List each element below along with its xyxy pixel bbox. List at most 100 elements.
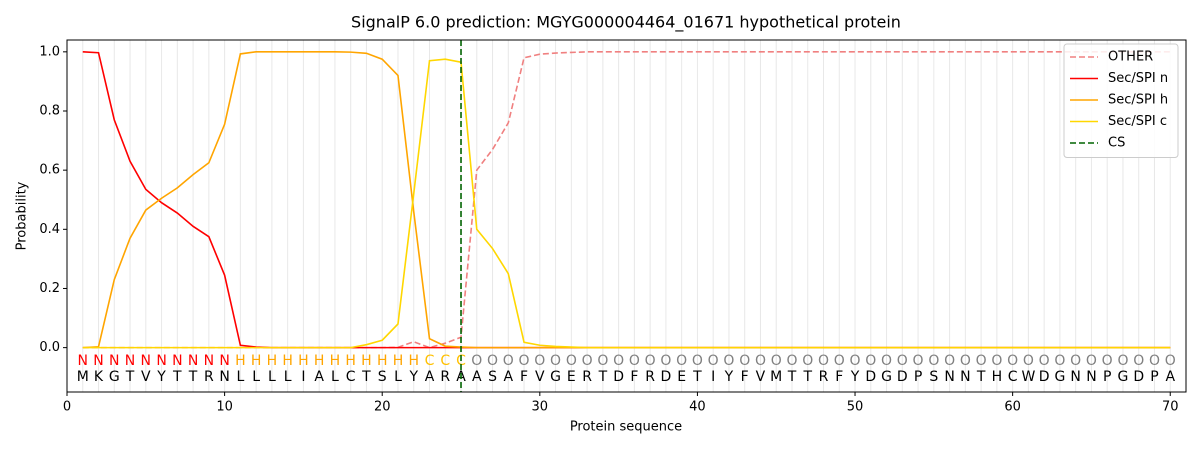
region-label: O — [676, 353, 687, 369]
region-label: O — [1165, 353, 1176, 369]
residue: S — [929, 369, 938, 385]
residue: R — [582, 369, 592, 385]
region-label: O — [1039, 353, 1050, 369]
residue: P — [1150, 369, 1158, 385]
region-label: H — [314, 353, 325, 369]
series-line — [82, 58, 1171, 349]
region-label: C — [425, 353, 435, 369]
x-tick-label: 70 — [1162, 400, 1179, 415]
residue: A — [472, 369, 482, 385]
residue: N — [944, 369, 954, 385]
x-tick-label: 40 — [689, 400, 706, 415]
region-label: O — [818, 353, 829, 369]
region-label: O — [550, 353, 561, 369]
residue: P — [1103, 369, 1111, 385]
residue: N — [1070, 369, 1080, 385]
residue: R — [440, 369, 450, 385]
residue: N — [219, 369, 229, 385]
region-label: O — [1054, 353, 1065, 369]
residue: T — [976, 369, 986, 385]
residue: A — [1165, 369, 1175, 385]
region-label: O — [928, 353, 939, 369]
region-label: H — [282, 353, 293, 369]
region-label: H — [361, 353, 372, 369]
residue: M — [770, 369, 782, 385]
residue: W — [1021, 369, 1035, 385]
residue: V — [141, 369, 151, 385]
legend-label: CS — [1108, 136, 1125, 151]
y-tick-label: 0.0 — [39, 340, 60, 355]
legend-label: Sec/SPI n — [1108, 71, 1168, 86]
residue: S — [378, 369, 387, 385]
region-label: H — [393, 353, 404, 369]
series-line — [82, 51, 1171, 349]
residue: Y — [408, 369, 418, 385]
y-tick-label: 0.2 — [39, 281, 60, 296]
region-label: O — [1023, 353, 1034, 369]
residue: N — [960, 369, 970, 385]
x-tick-label: 60 — [1004, 400, 1021, 415]
residue: I — [711, 369, 715, 385]
residue: T — [188, 369, 198, 385]
region-label: N — [78, 353, 88, 369]
region-label: O — [897, 353, 908, 369]
x-tick-label: 20 — [374, 400, 391, 415]
region-label: O — [566, 353, 577, 369]
residue: D — [897, 369, 908, 385]
residue: T — [361, 369, 371, 385]
x-tick-label: 10 — [216, 400, 233, 415]
residue: A — [425, 369, 435, 385]
region-label: C — [440, 353, 450, 369]
region-label: O — [1117, 353, 1128, 369]
region-label: O — [660, 353, 671, 369]
residue: E — [567, 369, 576, 385]
region-label: H — [298, 353, 309, 369]
region-label: H — [330, 353, 341, 369]
region-label: H — [235, 353, 246, 369]
region-label: O — [786, 353, 797, 369]
region-label: O — [708, 353, 719, 369]
y-tick-label: 0.6 — [39, 163, 60, 178]
region-label: H — [345, 353, 356, 369]
x-tick-label: 30 — [532, 400, 549, 415]
legend-label: OTHER — [1108, 50, 1153, 65]
residue: T — [172, 369, 182, 385]
residue: Y — [724, 369, 734, 385]
residue: D — [1133, 369, 1144, 385]
region-label: O — [991, 353, 1002, 369]
y-tick-label: 1.0 — [39, 44, 60, 59]
region-label: N — [93, 353, 103, 369]
residue: N — [1086, 369, 1096, 385]
legend-label: Sec/SPI c — [1108, 114, 1167, 129]
y-tick-label: 0.4 — [39, 222, 60, 237]
residue: R — [645, 369, 655, 385]
residue: G — [1118, 369, 1129, 385]
residue: T — [598, 369, 608, 385]
region-label: H — [408, 353, 419, 369]
residue: Y — [850, 369, 860, 385]
region-label: O — [487, 353, 498, 369]
residue: E — [677, 369, 686, 385]
residue: K — [94, 369, 104, 385]
legend-label: Sec/SPI h — [1108, 93, 1168, 108]
region-label: O — [1133, 353, 1144, 369]
residue: M — [77, 369, 89, 385]
residue: F — [520, 369, 528, 385]
legend-box — [1063, 43, 1179, 158]
region-label: O — [692, 353, 703, 369]
x-tick-label: 50 — [847, 400, 864, 415]
region-label: O — [1086, 353, 1097, 369]
region-label: O — [865, 353, 876, 369]
residue: V — [756, 369, 766, 385]
region-label: N — [141, 353, 151, 369]
residue: L — [268, 369, 276, 385]
residue: D — [613, 369, 624, 385]
region-label: O — [771, 353, 782, 369]
region-label: O — [850, 353, 861, 369]
x-tick-label: 0 — [63, 400, 71, 415]
region-label: O — [1007, 353, 1018, 369]
region-label: O — [503, 353, 514, 369]
region-label: O — [881, 353, 892, 369]
legend: OTHER Sec/SPI n Sec/SPI h Sec/SPI c CS — [1063, 43, 1179, 158]
